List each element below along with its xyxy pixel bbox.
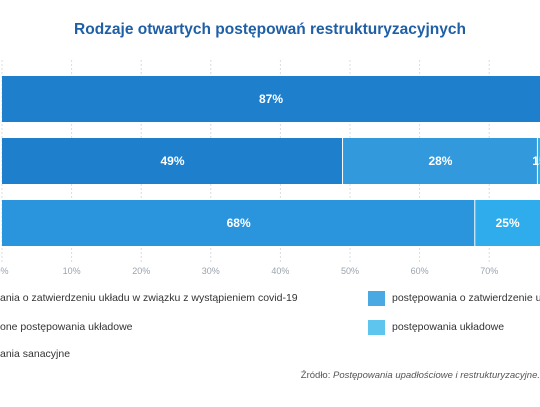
source-prefix: Źródło: — [300, 370, 333, 381]
stacked-bar-chart: 0%10%20%30%40%50%60%70%80%87%49%28%1568%… — [0, 60, 540, 276]
source-text: Postępowania upadłościowe i restrukturyz… — [333, 370, 540, 381]
x-tick-label: 10% — [63, 266, 81, 276]
legend-entry: one postępowania układowe — [0, 321, 133, 333]
legend-entry: postępowania układowe — [392, 321, 505, 333]
bar-value-label: 15 — [532, 154, 540, 168]
x-tick-label: 50% — [341, 266, 359, 276]
bar-segment — [475, 200, 540, 246]
x-tick-label: 40% — [271, 266, 289, 276]
legend-swatch — [368, 320, 385, 335]
bar-segment — [537, 138, 540, 184]
legend-swatch — [368, 291, 385, 306]
source-note: Źródło: Postępowania upadłościowe i rest… — [301, 370, 540, 381]
x-tick-label: 30% — [202, 266, 220, 276]
bar-segment — [2, 76, 540, 122]
bar-segment — [2, 138, 343, 184]
legend-entry: ania sanacyjne — [0, 348, 71, 360]
x-tick-label: 0% — [0, 266, 9, 276]
x-tick-label: 60% — [411, 266, 429, 276]
x-tick-label: 20% — [132, 266, 150, 276]
bar-value-label: 68% — [227, 216, 251, 230]
legend-entry: ania o zatwierdzeniu układu w związku z … — [0, 292, 298, 304]
bar-value-label: 49% — [161, 154, 185, 168]
legend-entry: postępowania o zatwierdzenie u — [392, 292, 540, 304]
bar-segment — [343, 138, 537, 184]
bar-value-label: 28% — [428, 154, 452, 168]
bar-segment — [2, 200, 475, 246]
bar-value-label: 25% — [496, 216, 520, 230]
chart-title: Rodzaje otwartych postępowań restruktury… — [74, 21, 466, 38]
bar-value-label: 87% — [259, 92, 283, 106]
x-tick-label: 70% — [480, 266, 498, 276]
